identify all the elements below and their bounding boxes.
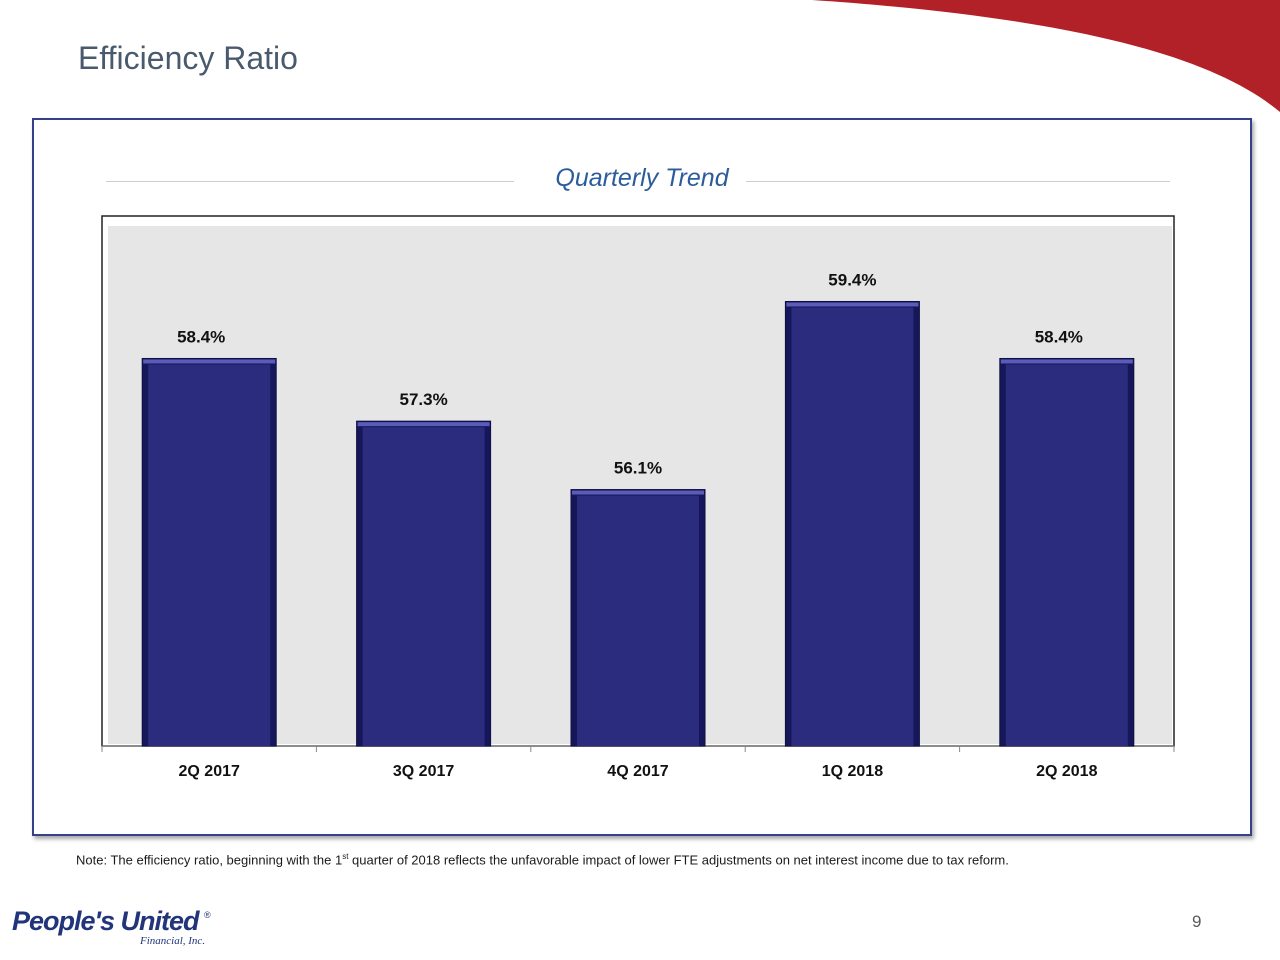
category-label: 4Q 2017	[607, 763, 668, 780]
data-label: 58.4%	[177, 327, 225, 346]
category-label: 2Q 2018	[1036, 763, 1097, 780]
category-label: 1Q 2018	[822, 763, 883, 780]
title-rule-right	[746, 181, 1170, 182]
bar-face	[791, 307, 914, 746]
bar-highlight	[1000, 359, 1133, 364]
page-number: 9	[1192, 912, 1202, 931]
footnote-text: Note: The efficiency ratio, beginning wi…	[76, 852, 343, 868]
bar-face	[362, 427, 485, 746]
bar-highlight	[143, 359, 276, 364]
page-title: Efficiency Ratio	[78, 40, 298, 76]
footnote-superscript: st	[342, 852, 349, 861]
bar-face	[148, 364, 271, 746]
data-label: 58.4%	[1035, 327, 1083, 346]
bar-highlight	[786, 302, 919, 307]
chart-title: Quarterly Trend	[555, 164, 729, 192]
bar-chart: 58.4% 2Q 2017 57.3% 3Q 2017 56.1% 4Q 2017 59.4…	[101, 215, 1175, 780]
category-label: 2Q 2017	[179, 763, 240, 780]
logo-registered-mark: ®	[204, 910, 211, 920]
footnote-text-end: quarter of 2018 reflects the unfavorable…	[348, 852, 1009, 868]
chart-panel: Quarterly Trend 58.4% 2Q 2017 57.3% 3Q 2017…	[32, 118, 1252, 836]
category-label: 3Q 2017	[393, 763, 454, 780]
brand-swoosh	[812, 0, 1280, 112]
bar-face	[577, 495, 699, 746]
footnote: Note: The efficiency ratio, beginning wi…	[76, 852, 1009, 867]
data-label: 56.1%	[614, 459, 662, 478]
company-logo: People's United ® Financial, Inc.	[12, 904, 222, 954]
logo-subtitle: Financial, Inc.	[140, 935, 206, 947]
bar-face	[1005, 364, 1128, 746]
title-rule-left	[106, 181, 514, 182]
bar-highlight	[572, 490, 704, 495]
bar-highlight	[357, 422, 490, 427]
data-label: 57.3%	[399, 390, 447, 409]
logo-wordmark: People's United	[12, 906, 199, 936]
data-label: 59.4%	[828, 270, 876, 289]
